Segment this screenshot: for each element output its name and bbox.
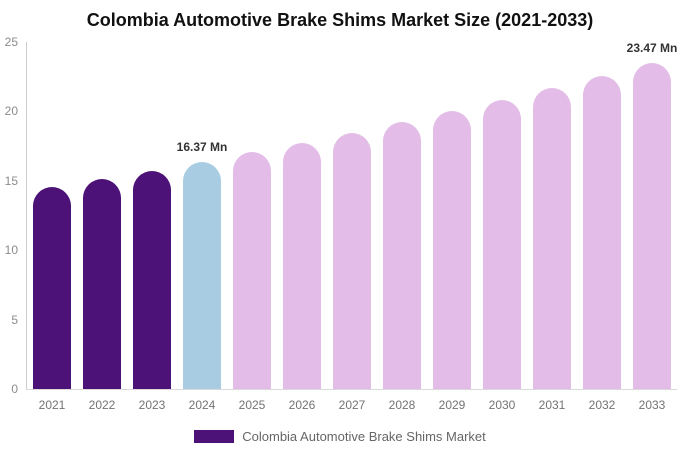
bar-2027 [333,132,371,389]
legend[interactable]: Colombia Automotive Brake Shims Market [0,429,680,444]
legend-swatch [194,430,235,443]
bar-2028 [383,122,421,389]
x-tick-label-2030: 2030 [488,398,516,412]
y-tick-label-10: 10 [4,243,18,258]
x-tick-label-2029: 2029 [438,398,466,412]
x-axis-line [26,389,677,390]
x-tick-label-2026: 2026 [288,398,316,412]
y-tick-label-0: 0 [11,382,18,396]
x-tick-label-2032: 2032 [588,398,616,412]
value-label-2024: 16.37 Mn [176,139,228,154]
bar-2031 [533,88,571,389]
y-tick-label-20: 20 [4,104,18,119]
x-tick-label-2024: 2024 [188,398,216,412]
y-axis-line [26,42,27,389]
bar-2021 [33,187,71,389]
x-tick-label-2027: 2027 [338,398,366,412]
x-tick-label-2028: 2028 [388,398,416,412]
value-label-2033: 23.47 Mn [626,41,678,56]
x-tick-label-2021: 2021 [38,398,66,412]
bar-2026 [283,142,321,389]
bar-2025 [233,152,271,389]
bar-2022 [83,179,121,389]
y-tick-label-15: 15 [4,173,18,188]
bar-2030 [483,99,521,389]
x-tick-label-2031: 2031 [538,398,566,412]
bar-2029 [433,111,471,389]
bar-2023 [133,170,171,389]
legend-label: Colombia Automotive Brake Shims Market [242,429,486,444]
bar-2024 [183,161,221,389]
x-tick-label-2023: 2023 [138,398,166,412]
y-tick-label-5: 5 [11,312,18,327]
x-tick-label-2033: 2033 [638,398,666,412]
x-tick-label-2025: 2025 [238,398,266,412]
bar-2033 [633,63,671,389]
y-tick-label-25: 25 [4,35,18,49]
chart-title: Colombia Automotive Brake Shims Market S… [86,10,594,30]
x-tick-label-2022: 2022 [88,398,116,412]
bar-2032 [583,75,621,389]
